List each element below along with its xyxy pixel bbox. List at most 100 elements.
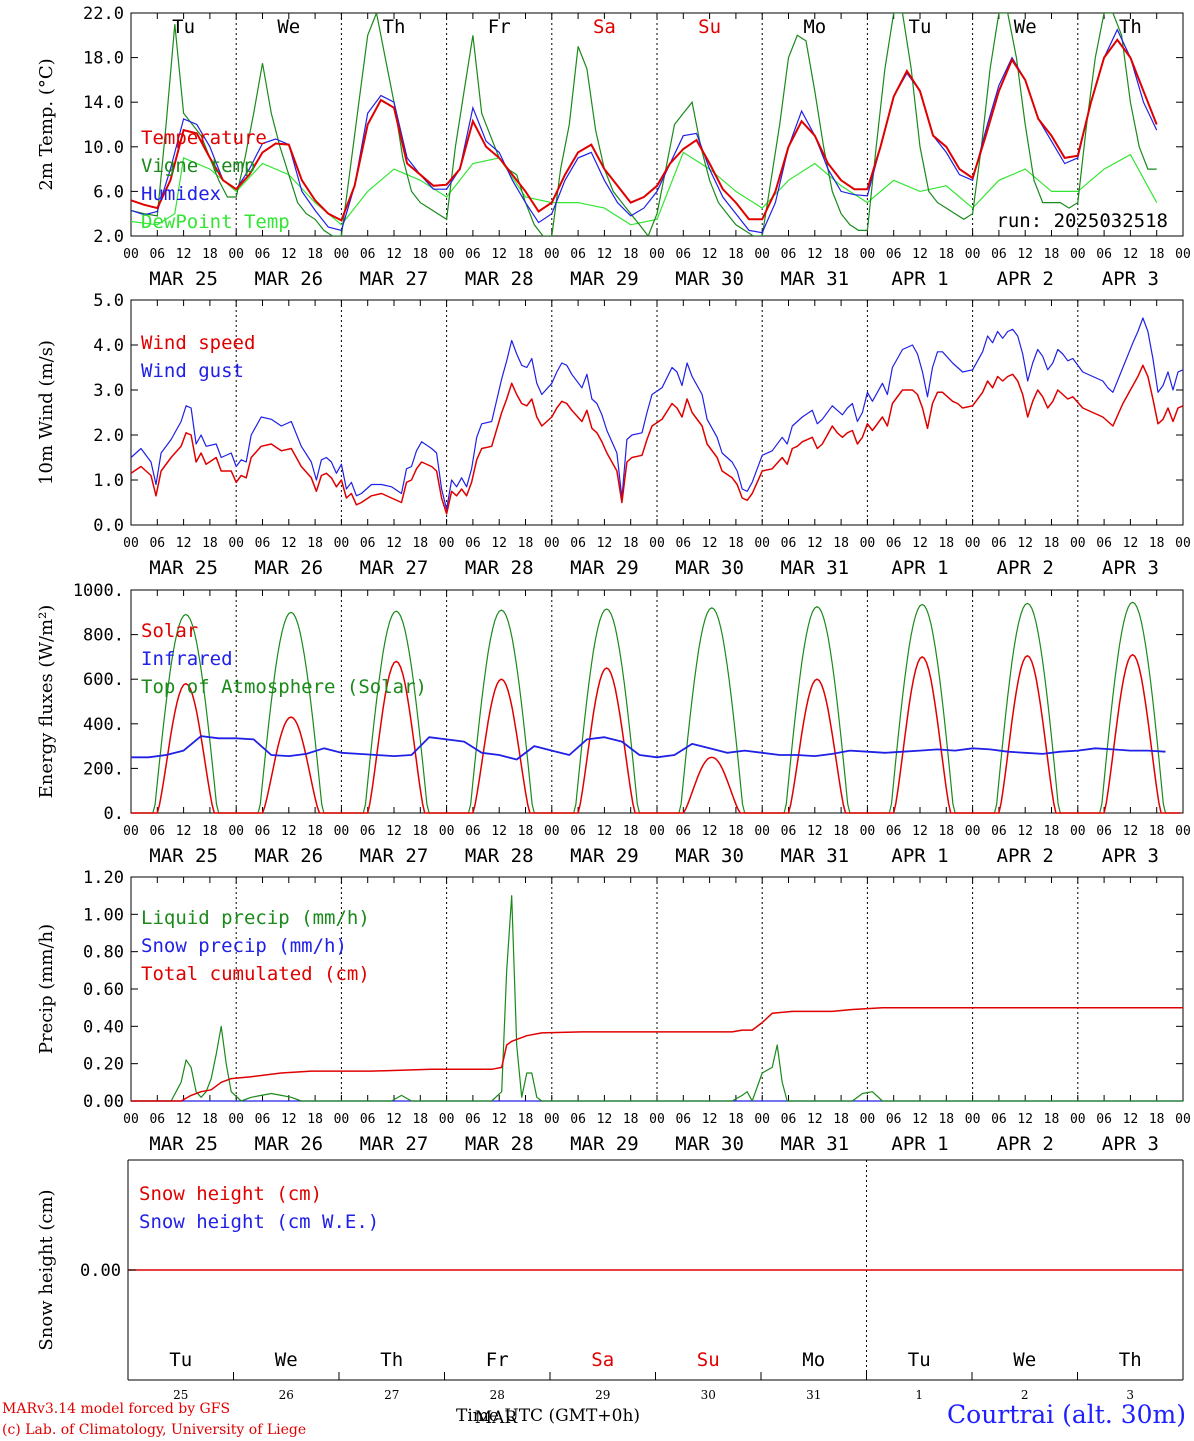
hour-tick-label: 00	[439, 824, 455, 839]
run-label: run: 2025032518	[996, 210, 1168, 232]
hour-tick-label: 18	[307, 824, 323, 839]
date-label: APR 3	[1102, 557, 1159, 579]
y-tick-label: 5.0	[93, 291, 124, 311]
hour-tick-label: 18	[623, 247, 639, 262]
hour-tick-label: 18	[1149, 247, 1165, 262]
station-name: Courtrai (alt. 30m)	[947, 1400, 1186, 1429]
hour-tick-label: 18	[728, 1112, 744, 1127]
legend-entry: Vigne temp	[141, 155, 255, 177]
hour-tick-label: 12	[1123, 1112, 1139, 1127]
hour-tick-label: 06	[465, 824, 481, 839]
hour-tick-label: 18	[202, 247, 218, 262]
hour-tick-label: 18	[202, 824, 218, 839]
y-tick-label: 200.	[83, 759, 124, 779]
hour-tick-label: 18	[307, 1112, 323, 1127]
hour-tick-label: 18	[728, 247, 744, 262]
hour-tick-label: 06	[255, 536, 271, 551]
hour-tick-label: 18	[307, 536, 323, 551]
hour-tick-label: 00	[1175, 1112, 1191, 1127]
hour-tick-label: 06	[465, 247, 481, 262]
hour-tick-label: 12	[1017, 824, 1033, 839]
hour-tick-label: 12	[491, 247, 507, 262]
date-label: MAR 29	[570, 1133, 639, 1155]
hour-tick-label: 06	[1096, 1112, 1112, 1127]
hour-tick-label: 06	[991, 536, 1007, 551]
hour-tick-label: 18	[1044, 824, 1060, 839]
hour-tick-label: 18	[833, 536, 849, 551]
hour-tick-label: 06	[570, 824, 586, 839]
hour-tick-label: 18	[623, 1112, 639, 1127]
date-label: MAR 25	[149, 557, 218, 579]
hour-tick-label: 12	[1123, 536, 1139, 551]
hour-tick-label: 00	[754, 824, 770, 839]
hour-tick-label: 12	[807, 1112, 823, 1127]
date-label: MAR 27	[360, 1133, 429, 1155]
hour-tick-label: 12	[912, 1112, 928, 1127]
day-name: Mo	[803, 16, 826, 38]
hour-tick-label: 12	[176, 536, 192, 551]
hour-tick-label: 00	[544, 247, 560, 262]
date-label: APR 3	[1102, 845, 1159, 867]
day-number: 26	[279, 1388, 294, 1402]
hour-tick-label: 06	[465, 1112, 481, 1127]
hour-tick-label: 00	[334, 824, 350, 839]
y-tick-label: 1.0	[93, 471, 124, 491]
hour-tick-label: 18	[518, 824, 534, 839]
hour-tick-label: 06	[781, 247, 797, 262]
hour-tick-label: 06	[886, 824, 902, 839]
hour-tick-label: 00	[123, 536, 139, 551]
hour-tick-label: 00	[965, 247, 981, 262]
date-label: APR 2	[997, 1133, 1054, 1155]
date-label: APR 1	[891, 557, 948, 579]
hour-tick-label: 12	[491, 824, 507, 839]
series-solar	[131, 653, 1181, 814]
hour-tick-label: 18	[728, 824, 744, 839]
hour-tick-label: 00	[1070, 536, 1086, 551]
day-name: Th	[380, 1349, 403, 1371]
day-name: Sa	[591, 1349, 614, 1371]
day-name: We	[1014, 16, 1037, 38]
hour-tick-label: 00	[1070, 1112, 1086, 1127]
hour-tick-label: 12	[912, 824, 928, 839]
date-label: APR 1	[891, 268, 948, 290]
hour-tick-label: 18	[1149, 1112, 1165, 1127]
hour-tick-label: 06	[1096, 824, 1112, 839]
hour-tick-label: 06	[360, 536, 376, 551]
legend-entry: Snow height (cm W.E.)	[139, 1211, 379, 1233]
hour-tick-label: 12	[1017, 1112, 1033, 1127]
y-tick-label: 0.	[104, 804, 124, 824]
hour-tick-label: 12	[281, 1112, 297, 1127]
hour-tick-label: 12	[176, 824, 192, 839]
hour-tick-label: 00	[544, 1112, 560, 1127]
date-label: MAR 26	[254, 557, 323, 579]
legend-entry: Total cumulated (cm)	[141, 963, 370, 985]
hour-tick-label: 12	[386, 536, 402, 551]
hour-tick-label: 12	[176, 247, 192, 262]
hour-tick-label: 12	[912, 247, 928, 262]
hour-tick-label: 18	[518, 1112, 534, 1127]
hour-tick-label: 18	[623, 824, 639, 839]
hour-tick-label: 18	[1149, 824, 1165, 839]
hour-tick-label: 18	[938, 1112, 954, 1127]
day-number: 29	[595, 1388, 610, 1402]
hour-tick-label: 00	[123, 824, 139, 839]
hour-tick-label: 06	[255, 247, 271, 262]
hour-tick-label: 00	[860, 1112, 876, 1127]
y-tick-label: 800.	[83, 626, 124, 646]
hour-tick-label: 00	[649, 1112, 665, 1127]
hour-tick-label: 00	[334, 536, 350, 551]
day-name: Mo	[802, 1349, 825, 1371]
hour-tick-label: 06	[675, 1112, 691, 1127]
hour-tick-label: 12	[1123, 247, 1139, 262]
y-tick-label: 400.	[83, 715, 124, 735]
date-label: MAR 25	[149, 268, 218, 290]
date-label: MAR 30	[675, 1133, 744, 1155]
hour-tick-label: 18	[833, 1112, 849, 1127]
hour-tick-label: 06	[570, 247, 586, 262]
hour-tick-label: 12	[176, 1112, 192, 1127]
legend-entry: Infrared	[141, 648, 233, 670]
hour-tick-label: 18	[202, 1112, 218, 1127]
hour-tick-label: 06	[781, 1112, 797, 1127]
hour-tick-label: 18	[1044, 536, 1060, 551]
